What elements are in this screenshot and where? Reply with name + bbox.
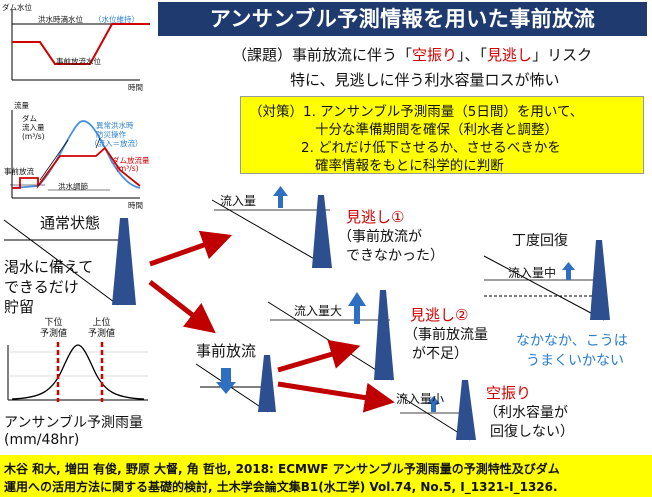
inflow-small-label: 流入量小 bbox=[396, 392, 445, 406]
outflow-curve bbox=[12, 146, 141, 189]
dam-miss2-shape bbox=[374, 290, 394, 380]
ensemble-unit: (mm/48hr) bbox=[4, 432, 80, 448]
inflow-label: 流入量 bbox=[220, 194, 257, 208]
miss1-title: 見逃し① bbox=[346, 208, 405, 226]
reference-line-2: 運用への活用方法に関する基礎的検討, 土木学会論文集B1(水工学) Vol.74… bbox=[4, 480, 558, 494]
drought-line-1: 渇水に備えて bbox=[4, 258, 94, 276]
drought-line-2: できるだけ bbox=[4, 278, 79, 296]
miss2-title: 見逃し② bbox=[410, 306, 469, 324]
recovery-reservoir-bed bbox=[483, 255, 605, 321]
strategy-box: （対策）1. アンサンブル予測雨量（5日間）を用いて、 十分な準備期間を確保（利… bbox=[240, 96, 644, 174]
release-level-label: 事前放流水位 bbox=[56, 57, 101, 66]
arrow-prerelease-to-miss2 bbox=[277, 339, 361, 373]
chart-ensemble-distribution bbox=[7, 342, 148, 402]
miss2-line-2: が不足） bbox=[412, 346, 468, 362]
dam-prerelease bbox=[195, 355, 276, 413]
issue-prefix: （課題）事前放流に伴う「 bbox=[232, 46, 413, 64]
abnormal-line-2: 防災操作 bbox=[96, 130, 126, 139]
miss1-line-2: できなかった） bbox=[346, 248, 444, 264]
issue-sep: 」、「 bbox=[457, 46, 488, 64]
dam-prerelease-shape bbox=[258, 355, 276, 412]
strategy-line-3: 2. どれだけ低下させるか、させるべきかを bbox=[301, 140, 561, 156]
miss1-reservoir-bed bbox=[211, 199, 331, 269]
dam-recovery-shape bbox=[590, 240, 610, 320]
dam-inflow-label: ダム 流入量 (m³/s) bbox=[22, 114, 45, 141]
lower-prediction-label: 下位 予測値 bbox=[40, 318, 68, 339]
flood-level-label: 洪水時満水位 bbox=[38, 15, 83, 24]
strategy-line-1: （対策）1. アンサンブル予測雨量（5日間）を用いて、 bbox=[249, 104, 584, 120]
inflow-mid-label: 流入量中 bbox=[508, 266, 557, 280]
chart-flow bbox=[10, 110, 141, 199]
chart-mid-xlabel: 時間 bbox=[128, 201, 143, 210]
dam-outflow-label-1: ダム放流量 bbox=[112, 156, 150, 165]
upward-arrow-small-icon bbox=[427, 396, 440, 412]
issue-miss: 見逃し bbox=[487, 46, 533, 64]
normal-state-label: 通常状態 bbox=[40, 214, 101, 232]
chart-top-ylabel: ダム水位 bbox=[2, 3, 32, 12]
strategy-line-4: 確率情報をもとに科学的に判断 bbox=[315, 158, 504, 174]
dam-miss1-shape bbox=[312, 195, 332, 268]
issue-false-alarm: 空振り bbox=[412, 46, 458, 64]
prerelease-chart-label: 事前放流 bbox=[4, 167, 34, 176]
upward-arrow-icon bbox=[273, 186, 288, 208]
hard-note-line-2: うまくいかない bbox=[526, 353, 624, 369]
upper-prediction-label: 上位 予測値 bbox=[88, 318, 116, 339]
false-alarm-title: 空振り bbox=[486, 384, 532, 402]
downward-arrow-icon bbox=[216, 368, 236, 394]
recovery-label: 丁度回復 bbox=[512, 233, 568, 249]
inflow-large-label: 流入量大 bbox=[294, 304, 343, 318]
water-level-curve bbox=[12, 23, 150, 65]
drought-line-3: 貯留 bbox=[4, 298, 35, 316]
abnormal-line-1: 異常洪水時 bbox=[96, 121, 134, 130]
false-alarm-line-2: 回復しない） bbox=[490, 424, 574, 440]
inflow-leader bbox=[39, 139, 69, 181]
flood-control-label: 洪水調節 bbox=[58, 182, 88, 191]
upward-arrow-large-icon bbox=[348, 292, 366, 324]
hard-note-line-1: なかなか、こうは bbox=[516, 333, 628, 349]
miss1-line-1: （事前放流が bbox=[338, 229, 422, 245]
dam-recovery bbox=[483, 240, 610, 321]
dam-false-alarm bbox=[399, 380, 476, 441]
upward-arrow-mid-icon bbox=[562, 262, 575, 280]
dam-normal-state bbox=[3, 218, 136, 306]
dam-miss-1 bbox=[211, 186, 332, 269]
dam-normal bbox=[112, 218, 136, 305]
issue-suffix: 」リスク bbox=[532, 46, 593, 64]
ensemble-caption: アンサンブル予測雨量 bbox=[4, 415, 144, 431]
normal-reservoir-bed bbox=[3, 219, 119, 306]
arrow-normal-to-prerelease bbox=[148, 280, 216, 334]
chart-mid-ylabel: 流量 bbox=[14, 101, 29, 110]
chart-top-xlabel: 時間 bbox=[128, 83, 143, 92]
issue-line-1: （課題）事前放流に伴う「空振り」、「見逃し」リスク bbox=[232, 44, 592, 65]
abnormal-leader bbox=[95, 137, 101, 149]
arrow-normal-to-miss1 bbox=[149, 230, 233, 267]
issue-line-2: 特に、見逃しに伴う利水容量ロスが怖い bbox=[290, 71, 560, 89]
false-alarm-line-1: （利水容量が bbox=[484, 405, 568, 421]
arrow-prerelease-to-false bbox=[277, 381, 395, 413]
page-title: アンサンブル予測情報を用いた事前放流 bbox=[158, 2, 647, 36]
strategy-line-2: 十分な準備期間を確保（利水者と調整） bbox=[315, 122, 558, 138]
dam-outflow-label-2: (m³/s) bbox=[116, 164, 139, 173]
abnormal-line-3: （流入＝放流） bbox=[90, 139, 143, 148]
prerelease-label: 事前放流 bbox=[196, 342, 257, 360]
miss2-line-1: （事前放流量 bbox=[404, 327, 488, 343]
dam-false-shape bbox=[456, 380, 476, 440]
reference-line-1: 木谷 和大, 増田 有俊, 野原 大督, 角 哲也, 2018: ECMWF ア… bbox=[4, 462, 560, 476]
reference-box: 木谷 和大, 増田 有俊, 野原 大督, 角 哲也, 2018: ECMWF ア… bbox=[0, 455, 652, 497]
flow-arrows bbox=[148, 230, 395, 413]
maintain-label: （水位維持） bbox=[94, 15, 139, 24]
prerelease-reservoir-bed bbox=[195, 363, 269, 413]
chart-dam-level bbox=[11, 10, 150, 81]
bell-curve bbox=[11, 344, 145, 400]
